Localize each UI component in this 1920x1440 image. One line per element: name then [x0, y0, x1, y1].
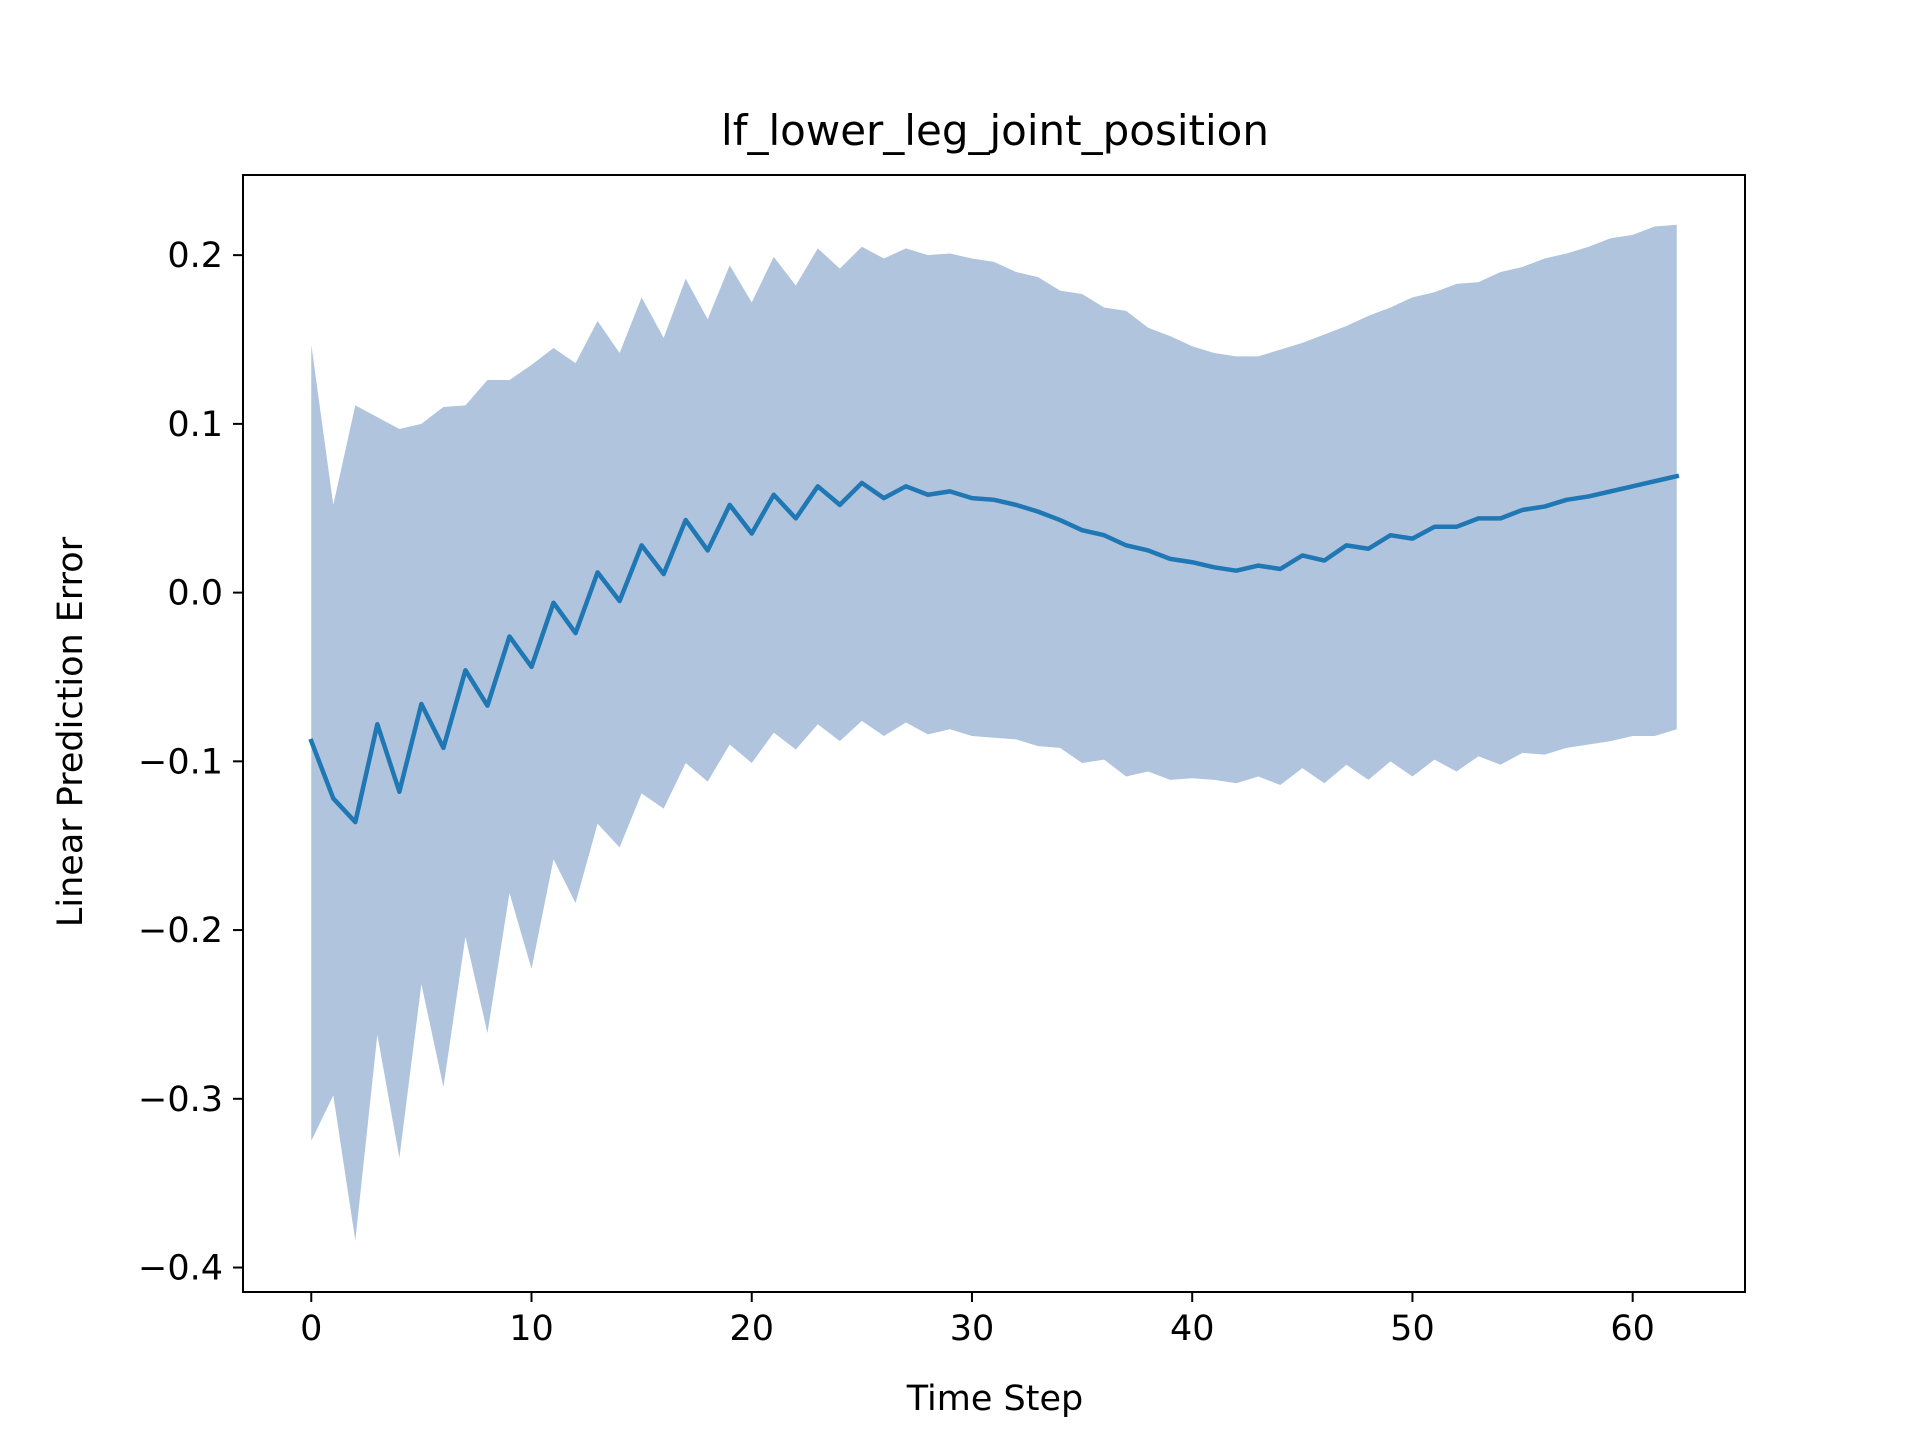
y-axis-label: Linear Prediction Error: [51, 536, 91, 927]
y-tick-label: 0.0: [167, 574, 223, 614]
x-tick-label: 50: [1390, 1309, 1435, 1349]
plot-frame: [242, 174, 1746, 1293]
y-tick-label: −0.4: [138, 1249, 223, 1289]
x-axis-ticks: 0 10 20 30 40 50 60: [300, 1292, 1655, 1349]
y-tick-label: 0.2: [167, 236, 223, 276]
y-tick-label: −0.1: [138, 742, 223, 782]
x-tick-label: 30: [950, 1309, 995, 1349]
confidence-band: [311, 224, 1677, 1241]
x-tick-label: 0: [300, 1309, 322, 1349]
y-tick-label: 0.1: [167, 405, 223, 445]
y-tick-label: −0.3: [138, 1080, 223, 1120]
confidence-band-layer: [311, 224, 1677, 1241]
mean-line-layer: [308, 473, 1680, 825]
x-axis-label: Time Step: [906, 1379, 1083, 1419]
x-tick-label: 40: [1170, 1309, 1215, 1349]
y-tick-label: −0.2: [138, 911, 223, 951]
x-tick-label: 60: [1610, 1309, 1655, 1349]
chart-title: lf_lower_leg_joint_position: [721, 106, 1269, 155]
x-tick-label: 20: [729, 1309, 774, 1349]
mean-error-line: [308, 473, 1680, 825]
x-tick-label: 10: [509, 1309, 554, 1349]
y-axis-ticks: −0.4 −0.3 −0.2 −0.1 0.0 0.1 0.2: [138, 236, 243, 1289]
